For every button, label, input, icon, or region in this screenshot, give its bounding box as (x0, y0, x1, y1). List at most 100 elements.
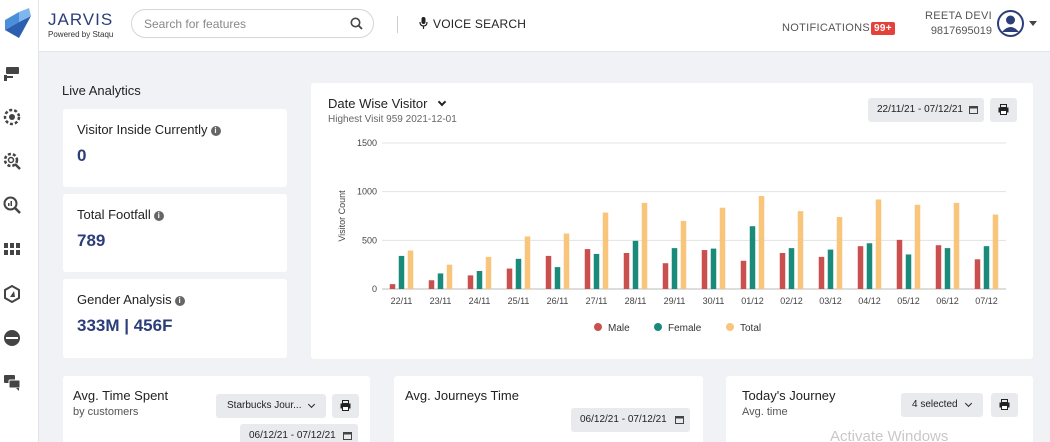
x-tick-label: 28/11 (625, 296, 647, 306)
x-tick-label: 01/12 (741, 296, 764, 306)
bar-total (407, 250, 414, 289)
bar-female (788, 248, 795, 289)
bar-female (866, 243, 873, 289)
bar-total (602, 212, 609, 289)
user-info[interactable]: REETA DEVI 9817695019 (919, 10, 992, 37)
x-tick-label: 03/12 (819, 296, 842, 306)
x-tick-label: 30/11 (703, 296, 725, 306)
bar-male (779, 252, 786, 289)
bar-male (818, 256, 825, 289)
bar-female (905, 254, 912, 289)
kpi-label-text: Total Footfall (77, 207, 151, 222)
bar-male (623, 252, 630, 289)
chat-icon[interactable] (3, 373, 21, 391)
notifications-button[interactable]: NOTIFICATIONS 99+ (782, 22, 895, 35)
x-tick-label: 25/11 (508, 296, 530, 306)
search-icon[interactable] (350, 17, 363, 30)
bar-total (680, 220, 687, 289)
info-icon[interactable]: i (174, 296, 185, 306)
bar-female (476, 270, 483, 289)
bar-female (398, 255, 405, 289)
x-tick-label: 05/12 (897, 296, 920, 306)
avatar-icon[interactable] (996, 9, 1025, 38)
calendar-icon (343, 432, 352, 440)
bar-total (719, 207, 726, 289)
print-button[interactable] (332, 394, 359, 418)
print-button[interactable] (990, 98, 1017, 122)
chevron-down-icon (438, 97, 447, 107)
bar-total (446, 264, 453, 289)
x-tick-label: 24/11 (469, 296, 491, 306)
kpi-label-text: Visitor Inside Currently (77, 122, 208, 137)
card-title: Avg. Time Spent (73, 388, 169, 403)
legend-marker-female (654, 323, 662, 331)
gear-search-icon[interactable] (3, 152, 21, 170)
bar-total (992, 214, 999, 289)
bar-female (983, 246, 990, 289)
bar-total (641, 202, 648, 289)
chevron-down-icon (964, 399, 973, 408)
bar-total (563, 233, 570, 289)
search-input[interactable]: Search for features (131, 9, 374, 38)
kpi-value: 789 (77, 231, 106, 250)
y-tick-label: 1500 (357, 138, 377, 148)
user-name: REETA DEVI (925, 10, 992, 22)
kpi-card-total-footfall: Total Footfall i 789 (63, 194, 287, 272)
bar-male (506, 268, 513, 289)
print-button[interactable] (991, 393, 1018, 417)
bar-total (524, 236, 531, 289)
gear-badge-icon[interactable] (3, 108, 21, 126)
journey-select[interactable]: Starbucks Jour... (216, 394, 326, 418)
bar-female (944, 248, 951, 289)
compass-icon[interactable] (3, 285, 21, 303)
select-value: 4 selected (912, 399, 958, 410)
bar-total (914, 204, 921, 289)
chart-title-dropdown[interactable]: Date Wise Visitor (328, 96, 447, 111)
chart-panel: Date Wise Visitor Highest Visit 959 2021… (311, 83, 1033, 359)
toggle-circle-icon[interactable] (3, 329, 21, 347)
legend-marker-total (726, 323, 734, 331)
bar-male (935, 245, 942, 289)
bar-male (857, 246, 864, 289)
kpi-label: Total Footfall i (77, 207, 164, 222)
microphone-icon (419, 17, 428, 29)
x-tick-label: 06/12 (936, 296, 959, 306)
avg-time-spent-card: Avg. Time Spent by customers Starbucks J… (63, 376, 370, 442)
brand[interactable]: JARVIS Powered by Staqu (48, 10, 114, 40)
date-range[interactable]: 06/12/21 - 07/12/21 (571, 408, 690, 432)
cctv-camera-icon[interactable] (3, 64, 21, 82)
x-tick-label: 07/12 (975, 296, 998, 306)
kpi-card-gender-analysis: Gender Analysis i 333M | 456F (63, 279, 287, 358)
grid-layout-icon[interactable] (3, 240, 21, 258)
chart-subtitle: Highest Visit 959 2021-12-01 (328, 114, 457, 125)
bar-male (974, 259, 981, 289)
bar-female (827, 249, 834, 289)
legend-marker-male (594, 323, 602, 331)
chart-date-range[interactable]: 22/11/21 - 07/12/21 (868, 98, 984, 122)
bar-total (836, 216, 843, 289)
notification-badge: 99+ (871, 22, 895, 35)
magnify-analytics-icon[interactable] (3, 196, 21, 214)
x-tick-label: 23/11 (430, 296, 452, 306)
bar-total (797, 211, 804, 289)
logo-icon[interactable] (3, 8, 33, 40)
info-icon[interactable]: i (210, 126, 221, 136)
todays-journey-card: Today's Journey Avg. time 4 selected (726, 376, 1033, 442)
date-range[interactable]: 06/12/21 - 07/12/21 (240, 424, 358, 442)
app-title: JARVIS (48, 10, 114, 29)
calendar-icon (675, 416, 684, 424)
live-analytics-title: Live Analytics (62, 83, 141, 98)
user-menu-caret-icon[interactable] (1029, 21, 1037, 26)
topbar: JARVIS Powered by Staqu Search for featu… (39, 0, 1050, 52)
kpi-label-text: Gender Analysis (77, 292, 172, 307)
bar-total (758, 196, 765, 289)
info-icon[interactable]: i (153, 211, 164, 221)
bar-female (593, 253, 600, 289)
x-tick-label: 29/11 (664, 296, 686, 306)
card-title: Avg. Journeys Time (405, 388, 519, 403)
bar-male (428, 280, 435, 289)
journey-multiselect[interactable]: 4 selected (901, 393, 983, 417)
app-subtitle: Powered by Staqu (48, 30, 114, 39)
voice-search-button[interactable]: VOICE SEARCH (419, 17, 526, 31)
y-tick-label: 500 (362, 235, 377, 245)
